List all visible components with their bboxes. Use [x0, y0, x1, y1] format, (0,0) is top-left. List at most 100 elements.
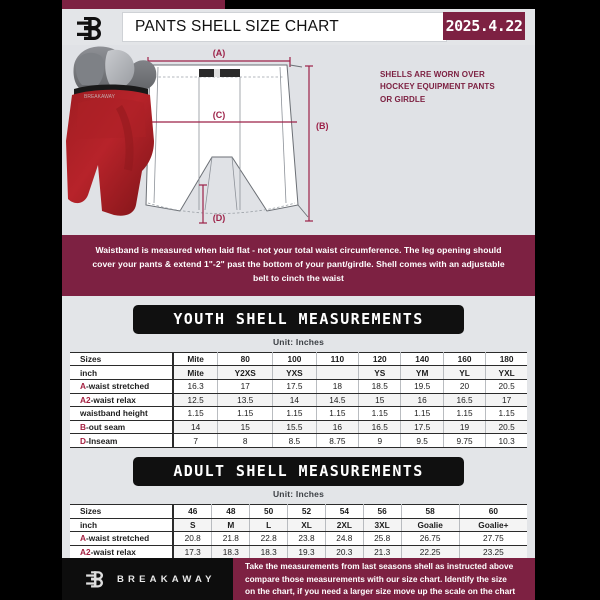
table-cell: YXL	[485, 365, 527, 380]
table-cell: 120	[358, 351, 402, 367]
table-cell: 60	[459, 503, 527, 519]
table-cell: 21.8	[211, 531, 251, 546]
table-cell: 25.8	[363, 531, 402, 546]
table-cell: 18.3	[249, 545, 289, 560]
table-cell: 58	[401, 503, 460, 519]
table-cell: 18	[316, 379, 360, 394]
table-cell: 9.75	[443, 433, 487, 448]
table-cell: 14	[272, 393, 317, 408]
table-cell: 3XL	[363, 518, 402, 533]
table-cell: 9	[358, 433, 402, 448]
table-cell: 26.75	[401, 531, 460, 546]
table-cell: 15.5	[272, 420, 317, 435]
table-cell: 8.75	[316, 433, 360, 448]
table-cell: 16	[400, 393, 444, 408]
table-cell: 54	[325, 503, 364, 519]
table-cell: 13.5	[217, 393, 274, 408]
table-row: inch Mite Y2XS YXS YS YM YL YXL	[70, 365, 527, 380]
row-label: A2-waist relax	[70, 545, 174, 560]
page-title: PANTS SHELL SIZE CHART	[122, 12, 447, 42]
page-header: PANTS SHELL SIZE CHART 2025.4.22	[62, 9, 535, 45]
footer-brand: BREAKAWAY	[62, 558, 233, 600]
youth-measurements-table: Sizes Mite 80 100 110 120 140 160 180 inch Mite Y2X…	[70, 351, 527, 448]
table-cell: 1.15	[316, 406, 360, 421]
adult-section-header: ADULT SHELL MEASUREMENTS Unit: Inches	[62, 448, 535, 499]
row-label: Sizes	[70, 351, 174, 367]
table-cell: 1.15	[400, 406, 444, 421]
table-cell: XL	[287, 518, 326, 533]
table-cell	[316, 365, 360, 380]
row-label: A-waist stretched	[70, 531, 174, 546]
table-cell: 16.3	[173, 379, 219, 394]
diagram-label-c: (C)	[213, 110, 226, 120]
footer-brand-name: BREAKAWAY	[117, 573, 216, 585]
table-row: A2-waist relax 12.5 13.5 14 14.5 15 16 16.5 17	[70, 393, 527, 408]
table-cell: 22.25	[401, 545, 460, 560]
table-cell: 19	[443, 420, 487, 435]
table-cell: 20.3	[325, 545, 364, 560]
measurement-diagram: (A) (B) (C) (D) 7" BELOW WAIST	[62, 45, 535, 235]
table-cell: 14	[173, 420, 219, 435]
diagram-label-a: (A)	[213, 48, 226, 58]
table-cell: 16	[316, 420, 360, 435]
row-label-key: A2	[80, 394, 91, 405]
table-cell: 1.15	[217, 406, 274, 421]
table-row: B-out seam 14 15 15.5 16 16.5 17.5 19 20.5	[70, 420, 527, 435]
adult-unit-label: Unit: Inches	[272, 488, 325, 499]
table-cell: 1.15	[272, 406, 317, 421]
footer-instructions: Take the measurements from last seasons …	[233, 558, 535, 600]
row-label: inch	[70, 365, 174, 380]
table-cell: 9.5	[400, 433, 444, 448]
youth-unit-label: Unit: Inches	[272, 336, 325, 347]
top-accent-strip	[62, 0, 225, 9]
table-cell: 100	[272, 351, 317, 367]
table-cell: Goalie	[401, 518, 460, 533]
table-row: inch S M L XL 2XL 3XL Goalie Goalie+	[70, 518, 527, 533]
table-cell: 8	[217, 433, 274, 448]
table-cell: 15	[358, 393, 402, 408]
table-cell: 12.5	[173, 393, 219, 408]
row-label-key: A	[80, 381, 86, 392]
adult-section-title: ADULT SHELL MEASUREMENTS	[133, 456, 464, 486]
table-cell: 1.15	[485, 406, 527, 421]
table-cell: Mite	[173, 365, 219, 380]
table-cell: 20.8	[173, 531, 213, 546]
table-cell: 17	[217, 379, 274, 394]
table-cell: YL	[443, 365, 487, 380]
row-label: A-waist stretched	[70, 379, 174, 394]
table-cell: 1.15	[173, 406, 219, 421]
table-cell: Y2XS	[217, 365, 274, 380]
table-cell: 27.75	[459, 531, 527, 546]
table-cell: 24.8	[325, 531, 364, 546]
youth-section-header: YOUTH SHELL MEASUREMENTS Unit: Inches	[62, 296, 535, 347]
table-cell: 14.5	[316, 393, 360, 408]
table-row: Sizes 46 48 50 52 54 56 58 60	[70, 503, 527, 519]
diagram-label-b: (B)	[316, 121, 329, 131]
table-row: A-waist stretched 20.8 21.8 22.8 23.8 24.8 25.…	[70, 531, 527, 546]
footer-instruction-line-2: compare those measurements with our size…	[245, 573, 507, 584]
youth-section-title: YOUTH SHELL MEASUREMENTS	[133, 304, 464, 334]
worn-over-note: SHELLS ARE WORN OVER HOCKEY EQUIPMENT PA…	[380, 70, 495, 104]
table-cell: 20	[443, 379, 487, 394]
page-footer: BREAKAWAY Take the measurements from las…	[62, 558, 535, 600]
row-label: D-Inseam	[70, 433, 174, 448]
table-cell: Mite	[173, 351, 219, 367]
table-cell: 8.5	[272, 433, 317, 448]
row-label-key: A2	[80, 547, 91, 557]
revision-date-badge: 2025.4.22	[443, 12, 525, 40]
table-cell: 23.25	[459, 545, 527, 560]
svg-text:BREAKAWAY: BREAKAWAY	[84, 94, 116, 100]
table-row: A-waist stretched 16.3 17 17.5 18 18.5 19.5 20 2…	[70, 379, 527, 394]
table-cell: 56	[363, 503, 402, 519]
table-row: Sizes Mite 80 100 110 120 140 160 180	[70, 351, 527, 367]
pants-technical-drawing: (A) (B) (C) (D)	[128, 48, 329, 224]
table-cell: YS	[358, 365, 402, 380]
table-cell: 20.5	[485, 379, 527, 394]
table-cell: 180	[485, 351, 527, 367]
table-cell: 48	[211, 503, 251, 519]
table-cell: 19.3	[287, 545, 326, 560]
row-label: inch	[70, 518, 174, 533]
table-cell: 16.5	[358, 420, 402, 435]
footer-instruction-line-1: Take the measurements from last seasons …	[245, 561, 514, 572]
